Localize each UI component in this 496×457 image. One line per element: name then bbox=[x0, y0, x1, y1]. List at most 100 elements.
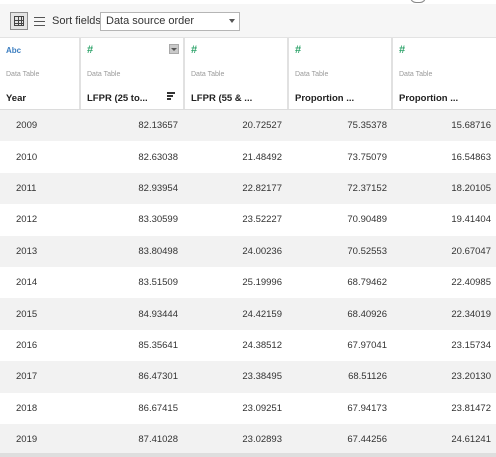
cell-value: 23.09251 bbox=[242, 402, 282, 414]
column-source: Data Table bbox=[87, 71, 121, 78]
table-row[interactable]: 2011 82.93954 22.82177 72.37152 18.20105 bbox=[0, 172, 496, 205]
cell-year: 2011 bbox=[16, 182, 37, 194]
cell-value: 21.48492 bbox=[242, 151, 282, 163]
cell-value: 70.90489 bbox=[347, 214, 387, 226]
cell-year: 2016 bbox=[16, 339, 38, 351]
cell-value: 68.40926 bbox=[347, 308, 387, 320]
column-source: Data Table bbox=[191, 71, 225, 78]
column-header-lfpr-55[interactable]: # Data Table LFPR (55 & ... bbox=[184, 38, 288, 109]
chevron-down-icon bbox=[229, 19, 235, 23]
cell-value: 23.20130 bbox=[451, 371, 491, 383]
cell-value: 23.81472 bbox=[451, 402, 491, 414]
cell-year: 2009 bbox=[16, 120, 38, 132]
cell-value: 25.19996 bbox=[242, 277, 282, 289]
table-row[interactable]: 2015 84.93444 24.42159 68.40926 22.34019 bbox=[0, 298, 496, 330]
column-name: LFPR (55 & ... bbox=[191, 93, 253, 104]
cell-value: 83.80498 bbox=[138, 245, 178, 257]
column-header-proportion-2[interactable]: # Data Table Proportion ... bbox=[392, 38, 496, 109]
cell-value: 82.13657 bbox=[138, 120, 178, 132]
number-type-icon: # bbox=[399, 44, 406, 56]
cell-year: 2018 bbox=[16, 402, 38, 414]
cell-value: 19.41404 bbox=[451, 214, 491, 226]
number-type-icon: # bbox=[295, 44, 302, 56]
cell-value: 83.51509 bbox=[138, 277, 178, 289]
cell-value: 20.67047 bbox=[451, 245, 491, 257]
cell-value: 23.38495 bbox=[242, 371, 282, 383]
cell-value: 87.41028 bbox=[138, 434, 178, 446]
list-view-button[interactable] bbox=[30, 12, 48, 30]
cell-value: 70.52553 bbox=[347, 245, 387, 257]
table-row[interactable]: 2016 85.35641 24.38512 67.97041 23.15734 bbox=[0, 329, 496, 362]
cell-value: 68.79462 bbox=[347, 277, 387, 289]
clipped-element-fragment bbox=[410, 0, 426, 3]
table-row[interactable]: 2019 87.41028 23.02893 67.44256 24.61241 bbox=[0, 423, 496, 456]
table-row[interactable]: 2009 82.13657 20.72527 75.35378 15.68716 bbox=[0, 110, 496, 142]
string-type-icon: Abc bbox=[6, 46, 22, 55]
sort-fields-label: Sort fields bbox=[52, 15, 101, 27]
cell-value: 72.37152 bbox=[347, 182, 387, 194]
number-type-icon: # bbox=[191, 44, 198, 56]
cell-value: 18.20105 bbox=[451, 182, 491, 194]
cell-value: 22.34019 bbox=[451, 308, 491, 320]
sort-fields-dropdown[interactable]: Data source order bbox=[100, 12, 240, 31]
cell-value: 24.42159 bbox=[242, 308, 282, 320]
cell-value: 22.82177 bbox=[242, 182, 282, 194]
table-row[interactable]: 2010 82.63038 21.48492 73.75079 16.54863 bbox=[0, 141, 496, 173]
cell-year: 2013 bbox=[16, 245, 38, 257]
cell-value: 82.93954 bbox=[138, 182, 178, 194]
column-source: Data Table bbox=[295, 71, 329, 78]
cell-value: 67.97041 bbox=[347, 339, 387, 351]
cell-value: 22.40985 bbox=[451, 277, 491, 289]
column-header-year[interactable]: Abc Data Table Year bbox=[0, 38, 80, 109]
cell-value: 24.00236 bbox=[242, 245, 282, 257]
horizontal-scrollbar[interactable] bbox=[0, 453, 496, 457]
table-row[interactable]: 2017 86.47301 23.38495 68.51126 23.20130 bbox=[0, 361, 496, 393]
column-header-proportion-1[interactable]: # Data Table Proportion ... bbox=[288, 38, 392, 109]
cell-value: 23.52227 bbox=[242, 214, 282, 226]
table-row[interactable]: 2014 83.51509 25.19996 68.79462 22.40985 bbox=[0, 266, 496, 299]
column-name: Proportion ... bbox=[295, 93, 355, 104]
cell-value: 68.51126 bbox=[348, 371, 387, 383]
table-header: Abc Data Table Year # Data Table LFPR (2… bbox=[0, 38, 496, 110]
table-row[interactable]: 2012 83.30599 23.52227 70.90489 19.41404 bbox=[0, 204, 496, 236]
cell-value: 15.68716 bbox=[451, 120, 491, 132]
column-name: LFPR (25 to... bbox=[87, 93, 148, 104]
cell-value: 86.47301 bbox=[138, 371, 178, 383]
column-source: Data Table bbox=[6, 71, 40, 78]
cell-value: 23.02893 bbox=[242, 434, 282, 446]
sort-icon[interactable] bbox=[167, 92, 175, 100]
table-row[interactable]: 2013 83.80498 24.00236 70.52553 20.67047 bbox=[0, 235, 496, 267]
column-header-lfpr-25[interactable]: # Data Table LFPR (25 to... bbox=[80, 38, 184, 109]
column-name: Year bbox=[6, 93, 27, 104]
table-row[interactable]: 2018 86.67415 23.09251 67.94173 23.81472 bbox=[0, 392, 496, 424]
cell-value: 83.30599 bbox=[138, 214, 178, 226]
cell-value: 16.54863 bbox=[451, 151, 491, 163]
cell-value: 24.61241 bbox=[451, 434, 491, 446]
cell-value: 73.75079 bbox=[347, 151, 387, 163]
cell-value: 85.35641 bbox=[138, 339, 178, 351]
grid-icon bbox=[14, 16, 24, 26]
list-icon bbox=[33, 16, 45, 26]
table-body: 2009 82.13657 20.72527 75.35378 15.68716… bbox=[0, 110, 496, 456]
number-type-icon: # bbox=[87, 44, 94, 56]
cell-value: 82.63038 bbox=[138, 151, 178, 163]
cell-year: 2010 bbox=[16, 151, 38, 163]
cell-value: 23.15734 bbox=[451, 339, 491, 351]
column-menu-button[interactable] bbox=[169, 44, 179, 54]
cell-year: 2012 bbox=[16, 214, 38, 226]
cell-value: 84.93444 bbox=[138, 308, 178, 320]
cell-year: 2019 bbox=[16, 434, 38, 446]
cell-value: 86.67415 bbox=[138, 402, 178, 414]
cell-value: 20.72527 bbox=[242, 120, 282, 132]
column-name: Proportion ... bbox=[399, 93, 459, 104]
cell-year: 2017 bbox=[16, 371, 38, 383]
toolbar: Sort fields Data source order bbox=[0, 4, 496, 38]
cell-year: 2015 bbox=[16, 308, 38, 320]
cell-value: 75.35378 bbox=[347, 120, 387, 132]
cell-value: 67.94173 bbox=[347, 402, 387, 414]
grid-view-button[interactable] bbox=[10, 12, 28, 30]
window-top-edge bbox=[0, 0, 496, 4]
cell-value: 24.38512 bbox=[242, 339, 282, 351]
cell-year: 2014 bbox=[16, 277, 38, 289]
sort-fields-value: Data source order bbox=[106, 15, 195, 27]
